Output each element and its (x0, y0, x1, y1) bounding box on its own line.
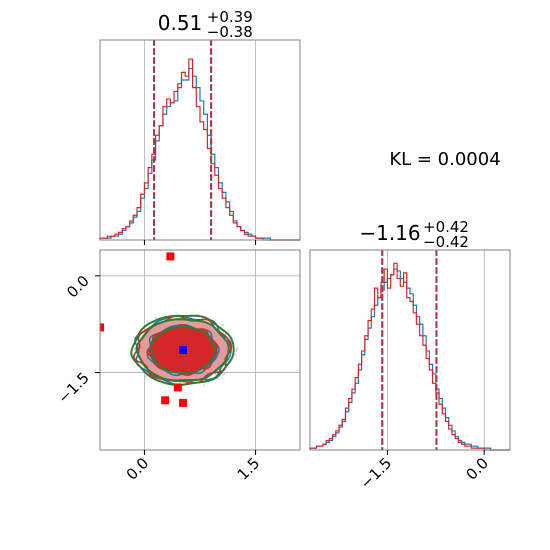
hist1-title-minus: −0.38 (207, 23, 253, 41)
joint-marker-red-0 (166, 252, 175, 261)
joint-marker-red-5 (173, 383, 182, 392)
joint-marker-red-2 (100, 323, 104, 332)
joint-scatter-point (214, 373, 217, 376)
hist2-xtick-label-0: −1.5 (357, 454, 395, 492)
joint-marker-red-3 (161, 396, 170, 405)
joint-xtick-label-0: 0.0 (123, 454, 153, 484)
joint-xtick-label-1: 1.5 (234, 454, 264, 484)
joint-scatter-point (235, 349, 238, 352)
joint-scatter-point (202, 384, 205, 387)
hist2-title-plus: +0.42 (423, 218, 469, 236)
hist2-title-value: −1.16 (359, 221, 420, 245)
hist2-blue-series (309, 268, 510, 451)
joint-scatter-point (216, 377, 219, 380)
data-layer (85, 40, 510, 451)
joint-scatter-point (227, 329, 230, 332)
joint-contour-green-1 (135, 318, 230, 382)
hist1-frame (99, 39, 301, 241)
hist2-xtick-label-1: 0.0 (462, 454, 492, 484)
joint-contour-green-2 (130, 314, 235, 387)
joint-scatter-point (223, 372, 226, 376)
joint-scatter-point (154, 316, 157, 319)
hist2-frame (309, 249, 511, 451)
hist1-title-plus: +0.39 (207, 8, 253, 26)
joint-scatter-point (146, 320, 150, 323)
joint-scatter-point (234, 353, 237, 357)
joint-contour-red-1 (132, 315, 232, 384)
joint-contour-green-0 (149, 325, 217, 375)
joint-contour-red-0 (146, 323, 218, 376)
joint-scatter-point (144, 375, 147, 378)
joint-scatter-point (175, 312, 178, 315)
hist1-title-value: 0.51 (158, 11, 203, 35)
joint-panel (85, 252, 239, 407)
hist2-title-minus: −0.42 (423, 233, 469, 251)
kl-divergence-label: KL = 0.0004 (389, 149, 500, 170)
axes-layer (95, 39, 511, 455)
hist2-red-series (309, 262, 510, 451)
hist1-blue-series (99, 67, 300, 241)
joint-scatter-point (133, 347, 137, 351)
joint-ytick-label-1: 0.0 (63, 272, 93, 302)
joint-ytick-label-0: −1.5 (54, 369, 92, 407)
hist1-red-series (99, 58, 300, 241)
joint-frame (99, 249, 301, 451)
joint-scatter-point (220, 324, 223, 327)
joint-marker-blue (178, 346, 187, 354)
joint-marker-red-1 (85, 356, 93, 364)
joint-scatter-point (236, 347, 239, 350)
joint-marker-red-4 (178, 398, 187, 407)
